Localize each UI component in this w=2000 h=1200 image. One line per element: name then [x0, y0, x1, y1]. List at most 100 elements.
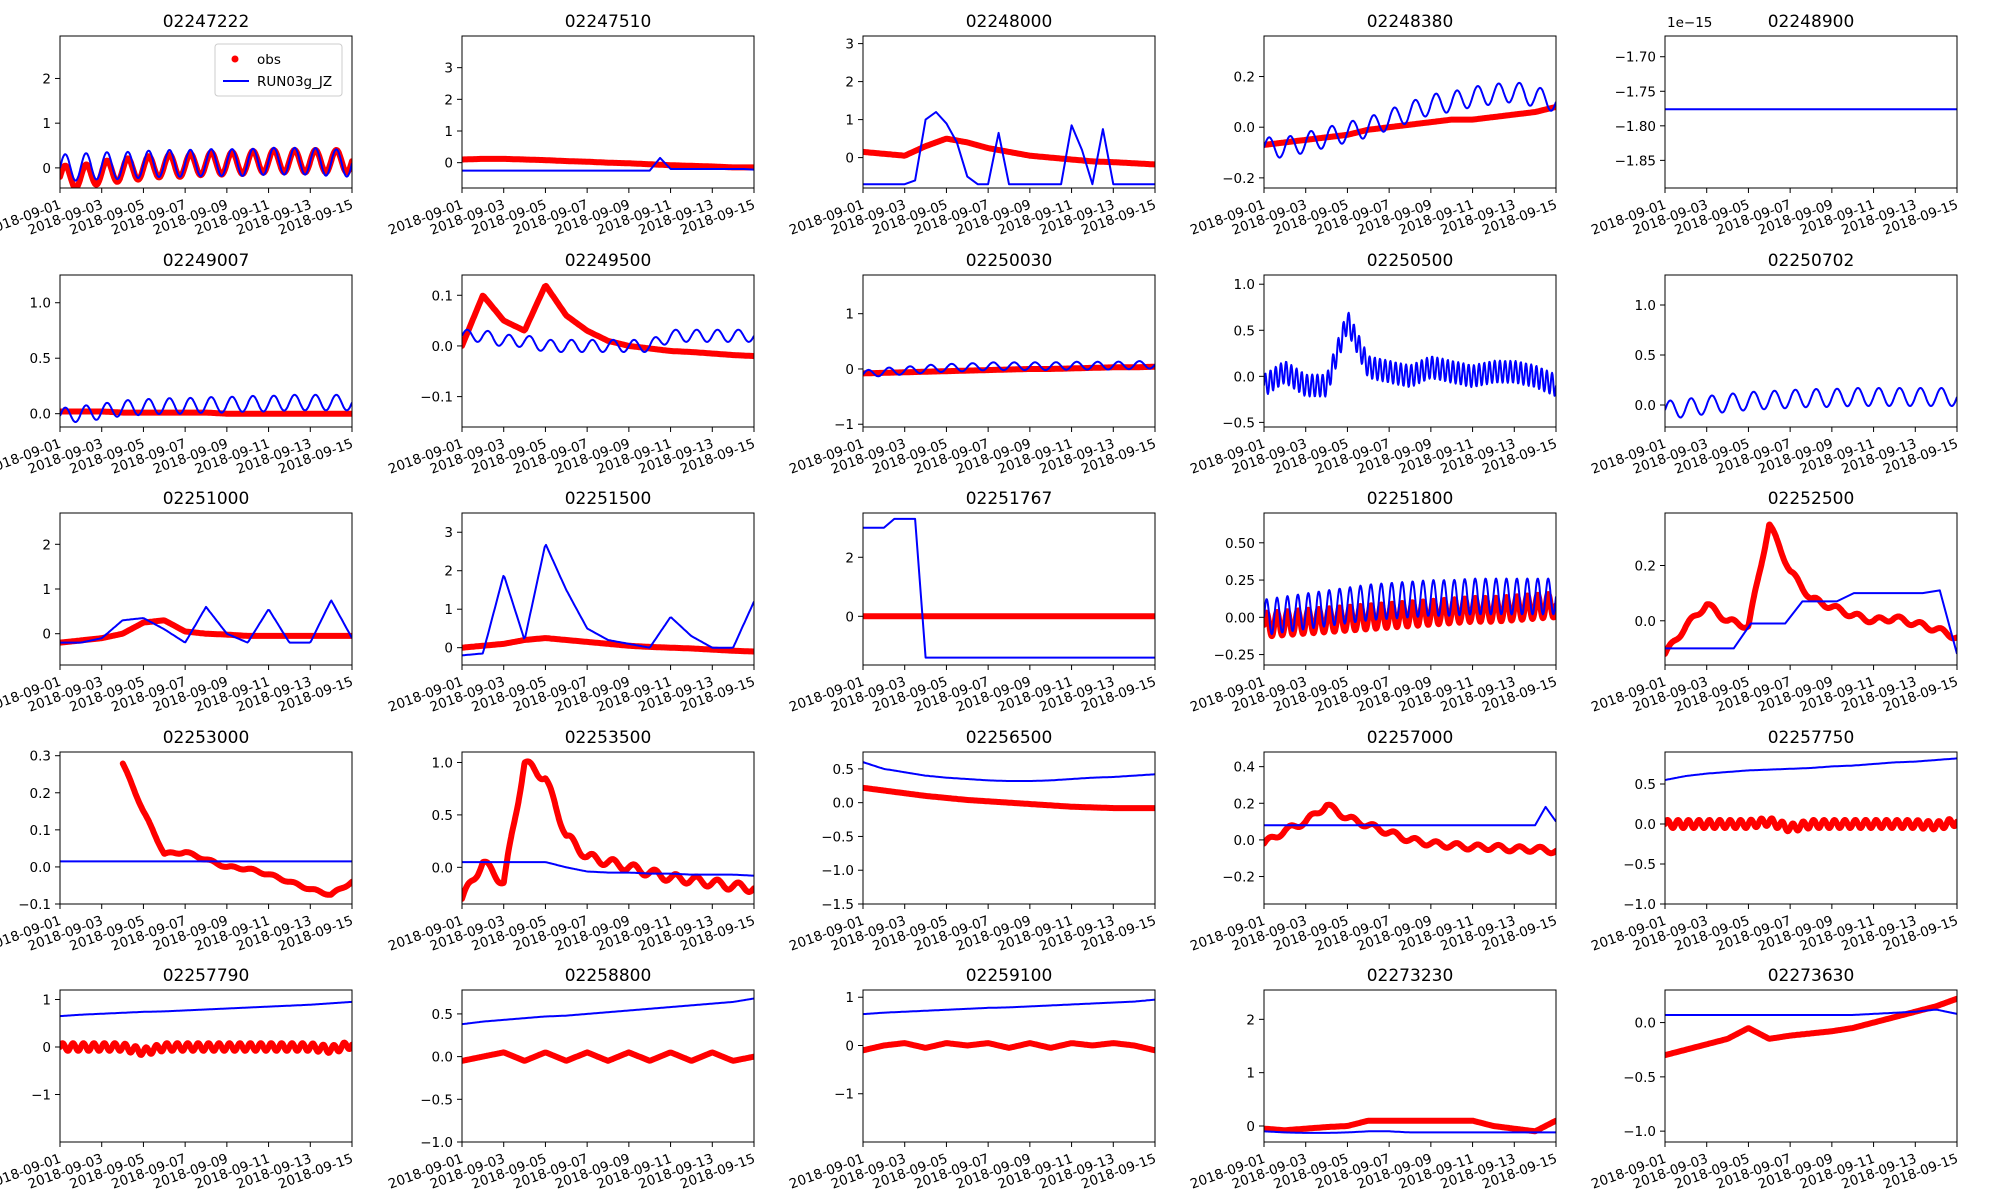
y-tick-label: 3 — [444, 525, 453, 541]
y-tick-label: 2 — [42, 71, 51, 87]
obs-series — [1665, 815, 1957, 835]
model-series — [863, 517, 1155, 659]
subplot-title: 02248380 — [1367, 12, 1454, 32]
y-tick-label: −0.2 — [1222, 870, 1255, 886]
model-series — [1665, 589, 1957, 655]
y-tick-label: −1.0 — [821, 863, 854, 879]
y-tick-label: −1.85 — [1615, 153, 1656, 169]
model-series — [1264, 1130, 1556, 1134]
y-tick-label: 0.2 — [1234, 70, 1255, 86]
y-tick-label: 1.0 — [432, 755, 453, 771]
y-tick-label: 1 — [845, 307, 854, 323]
axes-frame — [59, 274, 353, 428]
y-tick-label: 0.1 — [30, 823, 51, 839]
subplot-title: 02247510 — [565, 12, 652, 32]
obs-series — [863, 363, 1155, 377]
model-series — [462, 861, 754, 877]
axes-frame — [461, 35, 755, 189]
y-tick-label: 2 — [1246, 1012, 1255, 1028]
model-series — [1665, 757, 1957, 781]
y-tick-label: 0.0 — [1635, 817, 1656, 833]
subplot-title: 02249500 — [565, 251, 652, 271]
y-tick-label: −1.70 — [1615, 50, 1656, 66]
subplot-02257000: 02257000−0.20.00.20.42018-09-012018-09-0… — [1188, 728, 1559, 955]
y-tick-label: −1 — [834, 417, 854, 433]
axes-frame — [1664, 989, 1958, 1143]
y-tick-label: 0.5 — [1234, 323, 1255, 339]
y-tick-label: 1 — [42, 116, 51, 132]
y-tick-label: 0 — [845, 151, 854, 167]
y-tick-label: −1.0 — [420, 1135, 453, 1151]
y-tick-label: 0.5 — [432, 808, 453, 824]
axes-frame — [461, 751, 755, 905]
subplot-02273630: 02273630−1.0−0.50.02018-09-012018-09-032… — [1589, 966, 1960, 1193]
axes-frame — [1263, 989, 1557, 1143]
legend-model-label: RUN03g_JZ — [257, 74, 332, 90]
y-tick-label: 1.0 — [1635, 298, 1656, 314]
subplot-02252500: 022525000.00.22018-09-012018-09-032018-0… — [1589, 489, 1960, 716]
model-series — [863, 111, 1155, 186]
obs-series — [1665, 995, 1957, 1059]
y-tick-label: 0.0 — [432, 1050, 453, 1066]
y-tick-label: −0.5 — [821, 829, 854, 845]
y-tick-label: 0.2 — [1635, 559, 1656, 575]
y-tick-label: −1.0 — [1623, 1124, 1656, 1140]
y-tick-label: 1 — [444, 602, 453, 618]
axes-frame — [1263, 512, 1557, 666]
obs-series — [462, 282, 754, 360]
subplot-title: 02259100 — [966, 966, 1053, 986]
y-tick-label: −0.1 — [18, 897, 51, 913]
subplot-02247510: 0224751001232018-09-012018-09-032018-09-… — [386, 12, 757, 239]
obs-series — [1264, 1117, 1556, 1135]
subplot-title: 02253500 — [565, 728, 652, 748]
y-tick-label: 0 — [1246, 1119, 1255, 1135]
y-tick-label: 0 — [444, 156, 453, 172]
obs-series — [863, 1040, 1155, 1054]
model-series — [1264, 805, 1556, 827]
obs-series — [462, 155, 754, 171]
y-tick-label: 1 — [1246, 1066, 1255, 1082]
y-tick-label: −1.0 — [1623, 897, 1656, 913]
subplot-02251500: 0225150001232018-09-012018-09-032018-09-… — [386, 489, 757, 716]
y-tick-label: 0.00 — [1225, 610, 1255, 626]
model-series — [462, 328, 754, 353]
axes-frame — [862, 512, 1156, 666]
axes-frame — [461, 989, 755, 1143]
y-tick-label: −0.5 — [420, 1092, 453, 1108]
obs-series — [1665, 521, 1957, 657]
y-tick-label: 0.5 — [432, 1007, 453, 1023]
subplot-title: 02257750 — [1768, 728, 1855, 748]
y-tick-label: −1.5 — [821, 897, 854, 913]
y-tick-label: 2 — [845, 75, 854, 91]
subplot-title: 02251800 — [1367, 489, 1454, 509]
subplot-02253500: 022535000.00.51.02018-09-012018-09-03201… — [386, 728, 757, 955]
axes-frame — [862, 274, 1156, 428]
y-tick-label: −1.75 — [1615, 84, 1656, 100]
y-tick-label: −1.80 — [1615, 119, 1656, 135]
obs-series — [1264, 801, 1556, 857]
y-tick-label: −0.25 — [1214, 648, 1255, 664]
legend: obs RUN03g_JZ — [214, 43, 343, 97]
subplot-02250702: 022507020.00.51.02018-09-012018-09-03201… — [1589, 251, 1960, 478]
subplot-02248000: 0224800001232018-09-012018-09-032018-09-… — [787, 12, 1158, 239]
subplot-title: 02251767 — [966, 489, 1053, 509]
y-tick-label: −0.5 — [1623, 857, 1656, 873]
model-series — [462, 543, 754, 657]
obs-series — [462, 635, 754, 655]
y-tick-label: 0.2 — [30, 786, 51, 802]
subplot-title: 02248000 — [966, 12, 1053, 32]
subplot-02249007: 022490070.00.51.02018-09-012018-09-03201… — [0, 251, 355, 478]
model-series — [1665, 1008, 1957, 1016]
axes-frame — [1263, 751, 1557, 905]
obs-series — [1264, 103, 1556, 148]
subplot-02250030: 02250030−1012018-09-012018-09-032018-09-… — [787, 251, 1158, 478]
y-tick-label: 0 — [845, 362, 854, 378]
subplot-title: 02247222 — [163, 12, 250, 32]
axes-frame — [1664, 35, 1958, 189]
model-series — [1264, 81, 1556, 159]
subplot-02257790: 02257790−1012018-09-012018-09-032018-09-… — [0, 966, 355, 1193]
y-tick-label: 0.0 — [1635, 614, 1656, 630]
legend-obs-marker — [231, 55, 239, 63]
model-series — [1264, 311, 1556, 398]
y-tick-label: 1 — [444, 124, 453, 140]
